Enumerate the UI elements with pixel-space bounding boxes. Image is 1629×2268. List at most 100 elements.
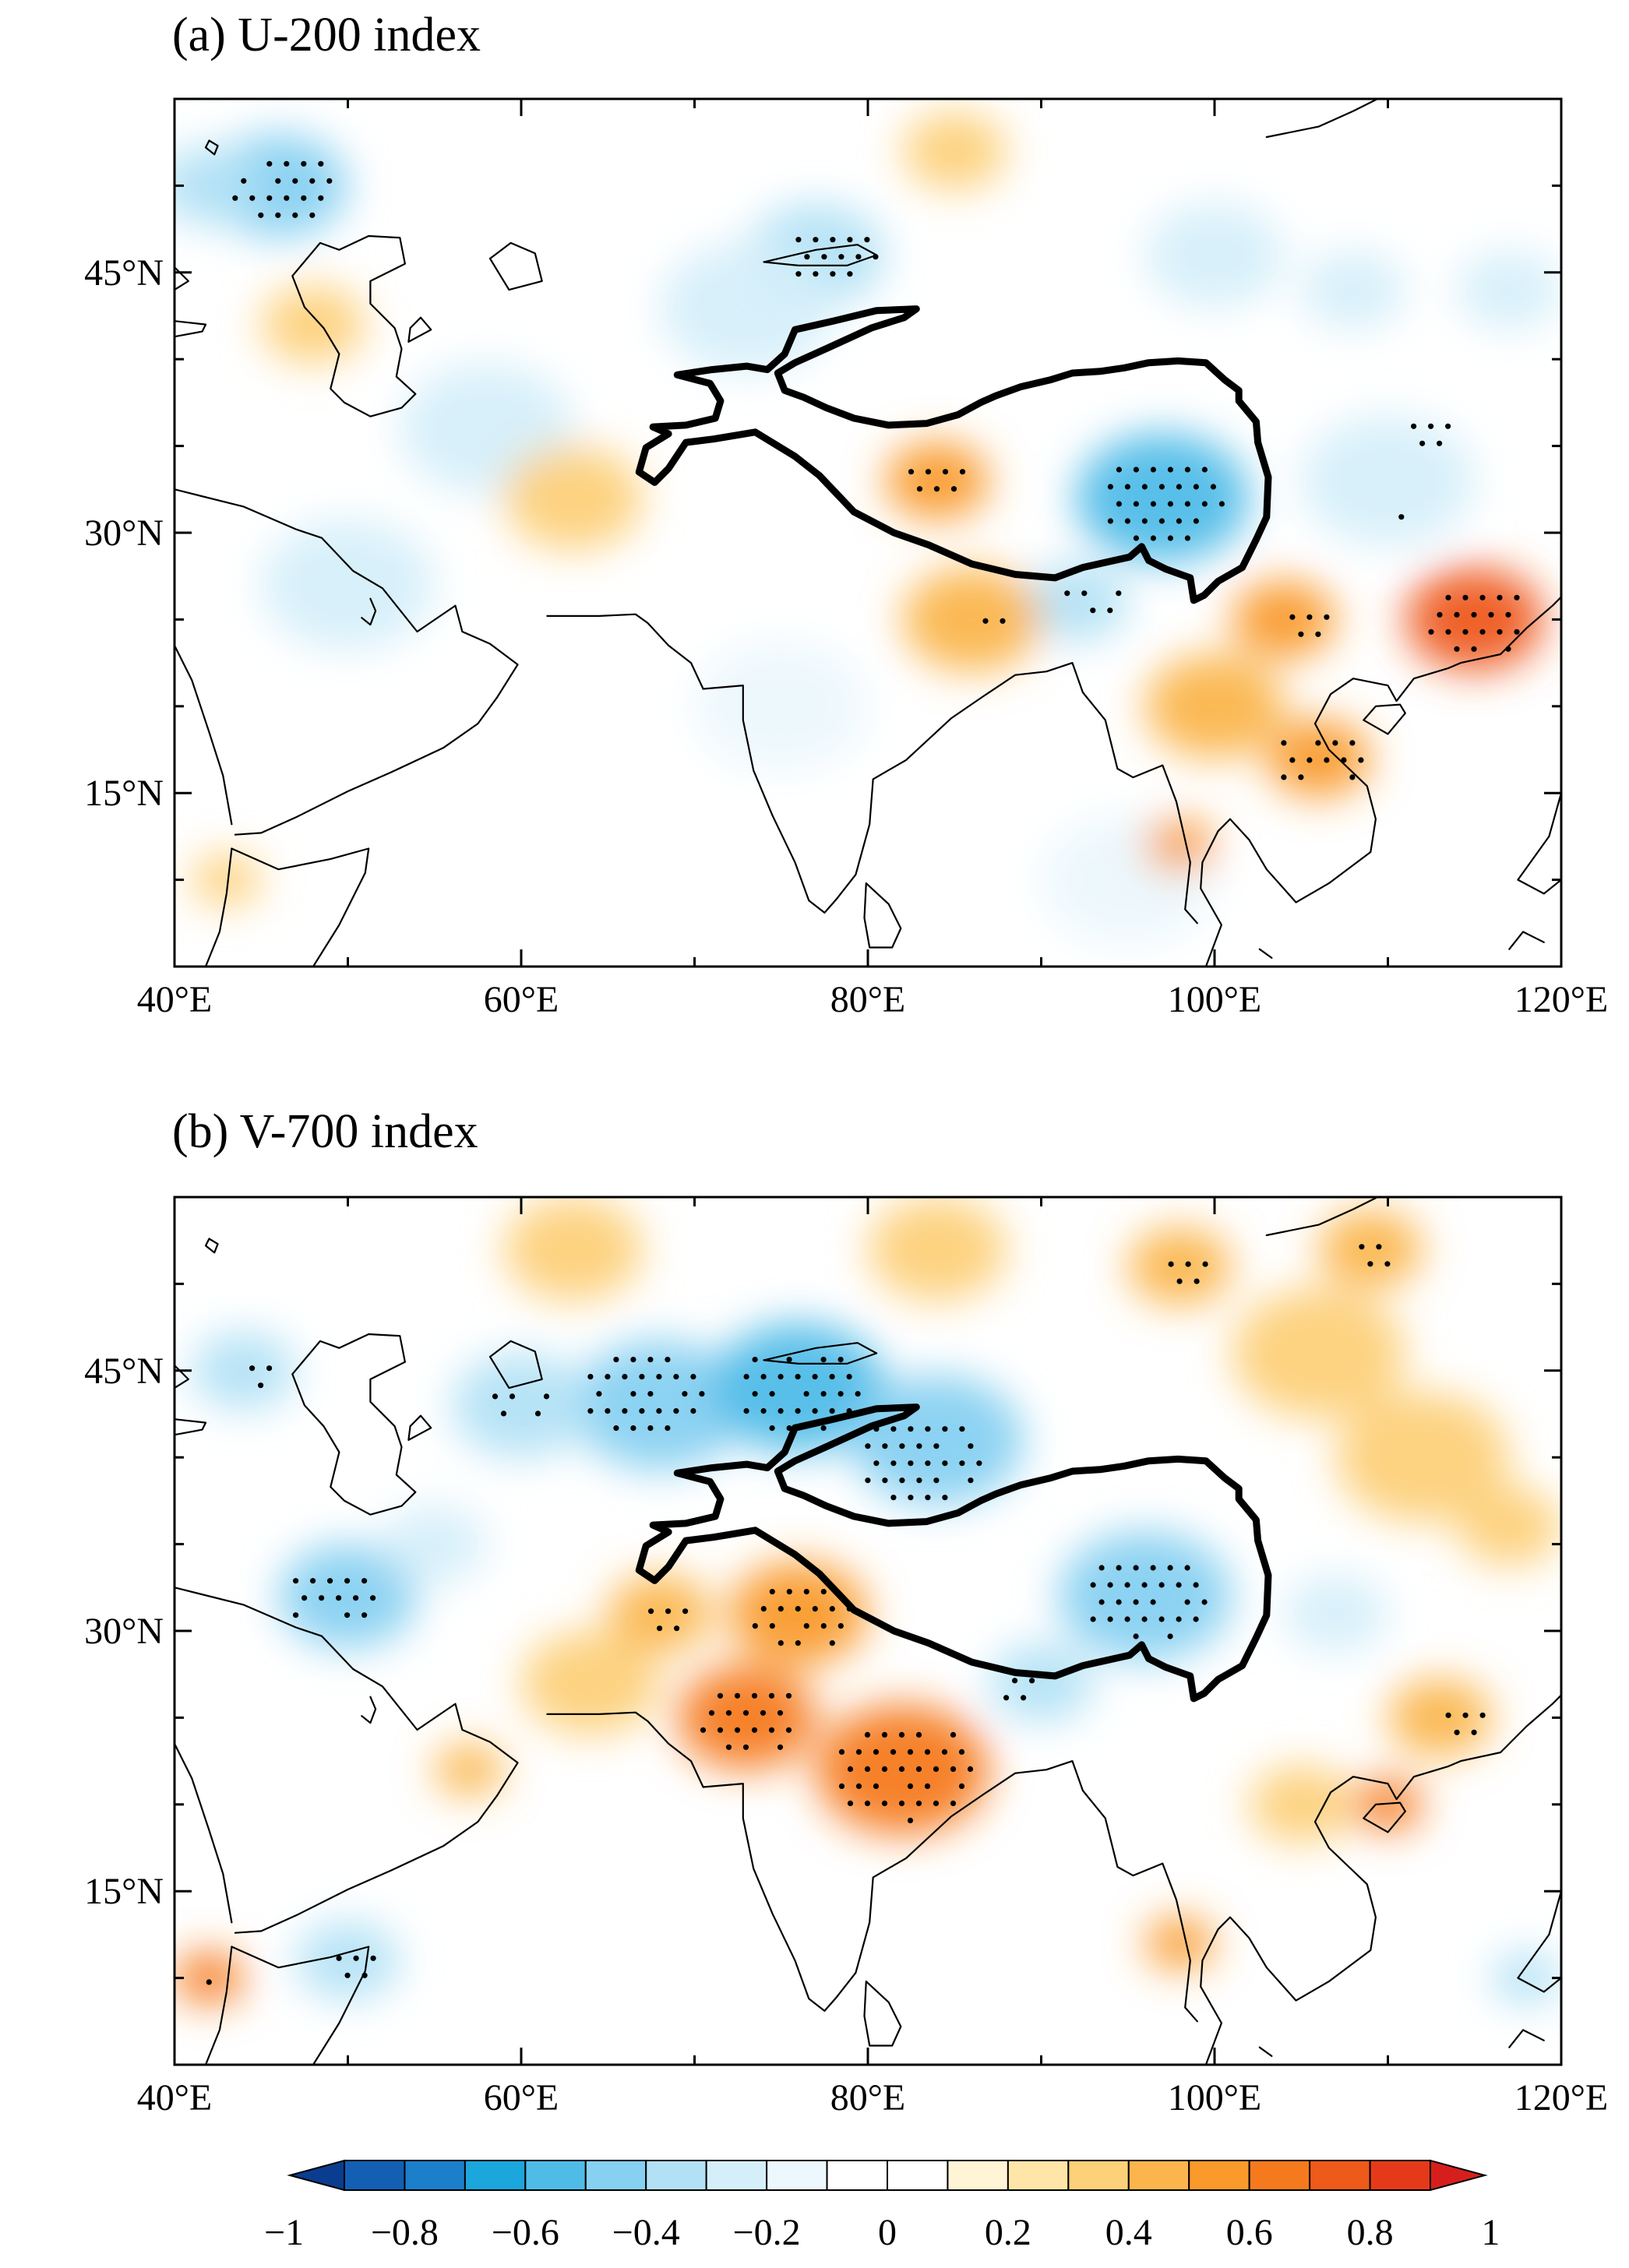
stipple-dot <box>942 1460 948 1467</box>
stipple-dot <box>1116 1565 1122 1571</box>
colorbar-swatch <box>947 2160 1009 2191</box>
stipple-dot <box>301 195 307 201</box>
coastline <box>175 1418 207 1436</box>
colorbar-swatch <box>1127 2160 1190 2191</box>
coastline <box>1265 1197 1379 1237</box>
stipple-dot <box>1471 611 1477 618</box>
stipple-dot <box>916 1443 922 1449</box>
stipple-dot <box>673 1408 679 1414</box>
stipple-dot <box>1141 1582 1148 1588</box>
stipple-dot <box>1298 631 1304 637</box>
stipple-dot <box>1184 467 1190 473</box>
stipple-dot <box>795 1374 801 1380</box>
stipple-dot <box>813 271 819 277</box>
stipple-dot <box>1167 501 1173 507</box>
stipple-dot <box>1193 484 1199 490</box>
colorbar: −1 −0.8 −0.6 −0.4 −0.2 0 0.2 0.4 0.6 0.8 1 <box>264 2159 1500 2253</box>
stipple-dot <box>1184 501 1190 507</box>
stipple-dot <box>734 1727 741 1733</box>
coastline <box>546 613 1198 924</box>
coastline <box>407 1414 432 1441</box>
stipple-dot <box>742 1744 749 1750</box>
stipple-dot <box>925 1426 931 1432</box>
stipple-dot <box>647 1391 654 1397</box>
stipple-dot <box>249 195 256 201</box>
stipple-dot <box>301 1595 308 1601</box>
stipple-dot <box>829 1374 835 1380</box>
stipple-dot <box>370 1595 376 1601</box>
stipple-dot <box>1349 740 1356 746</box>
coastline <box>407 316 432 343</box>
stipple-dot <box>708 1710 715 1716</box>
stipple-dot <box>1090 1616 1096 1622</box>
stipple-dot <box>1324 614 1330 620</box>
coastline <box>1200 1694 1561 2065</box>
anomaly-patch <box>261 519 435 650</box>
stipple-dot <box>665 1357 671 1363</box>
stipple-dot <box>838 1749 845 1755</box>
stipple-dot <box>647 1425 654 1432</box>
stipple-dot <box>777 1744 784 1750</box>
stipple-dot <box>682 1608 689 1615</box>
stipple-dot <box>699 1391 705 1397</box>
stipple-dot <box>907 1749 914 1755</box>
stipple-dot <box>915 1766 922 1772</box>
stipple-dot <box>1462 594 1469 600</box>
stipple-dot <box>890 1749 897 1755</box>
stipple-dot <box>1133 535 1139 541</box>
stipple-dot <box>1124 1616 1130 1622</box>
stipple-dot <box>596 1391 602 1397</box>
stipple-dot <box>534 1410 541 1417</box>
stipple-dot <box>656 1374 662 1380</box>
stipple-dot <box>639 1374 645 1380</box>
stipple-dot <box>1158 1582 1165 1588</box>
plateau-boundary <box>635 1403 1272 1703</box>
stipple-dot <box>1116 501 1122 507</box>
stipple-dot <box>864 237 870 243</box>
stipple-dot <box>1289 757 1296 763</box>
coastline <box>361 597 377 626</box>
coastline <box>1517 1890 1561 1993</box>
stipple-dot <box>1176 1278 1183 1284</box>
stipple-dot <box>1201 1599 1208 1605</box>
coastline <box>1258 948 1273 959</box>
stipple-dot <box>673 1374 679 1380</box>
stipple-dot <box>1124 484 1130 490</box>
stipple-dot <box>717 1692 724 1699</box>
stipple-dot <box>760 1374 767 1380</box>
colorbar-label: −0.8 <box>371 2212 439 2253</box>
stipple-dot <box>855 1783 862 1789</box>
anomaly-patch <box>1249 1765 1354 1844</box>
panel-b-title: (b) V-700 index <box>172 1105 478 1158</box>
coastline <box>763 1342 878 1365</box>
stipple-dot <box>630 1391 636 1397</box>
stipple-dot <box>344 1972 351 1978</box>
stipple-dot <box>785 1727 792 1733</box>
colorbar-label: −0.2 <box>733 2212 801 2253</box>
stipple-dot <box>1150 501 1156 507</box>
anomaly-patch <box>1387 1678 1493 1757</box>
anomaly-patch <box>1266 719 1371 798</box>
stipple-dot <box>777 1374 784 1380</box>
anomaly-patch <box>1145 1917 1215 1970</box>
stipple-dot <box>933 1766 940 1772</box>
stipple-dot <box>1454 646 1460 652</box>
x-tick-label: 120°E <box>1514 2077 1609 2118</box>
coastline <box>1363 703 1406 735</box>
stipple-dot <box>1150 1599 1156 1605</box>
anomaly-patch <box>1058 1530 1232 1661</box>
stipple-dot <box>795 271 802 277</box>
stipple-dot <box>587 1374 594 1380</box>
coastline <box>204 1946 233 2065</box>
stipple-dot <box>925 1460 931 1467</box>
stipple-dot <box>768 1727 775 1733</box>
stipple-dot <box>873 1460 880 1467</box>
coastline <box>763 244 878 266</box>
stipple-dot <box>838 254 844 260</box>
stipple-dot <box>292 212 298 218</box>
coastline <box>863 882 902 949</box>
stipple-dot <box>292 178 298 184</box>
stipple-dot <box>656 1408 662 1414</box>
stipple-dot <box>1064 590 1070 597</box>
anomaly-patch <box>1492 1952 1561 2005</box>
